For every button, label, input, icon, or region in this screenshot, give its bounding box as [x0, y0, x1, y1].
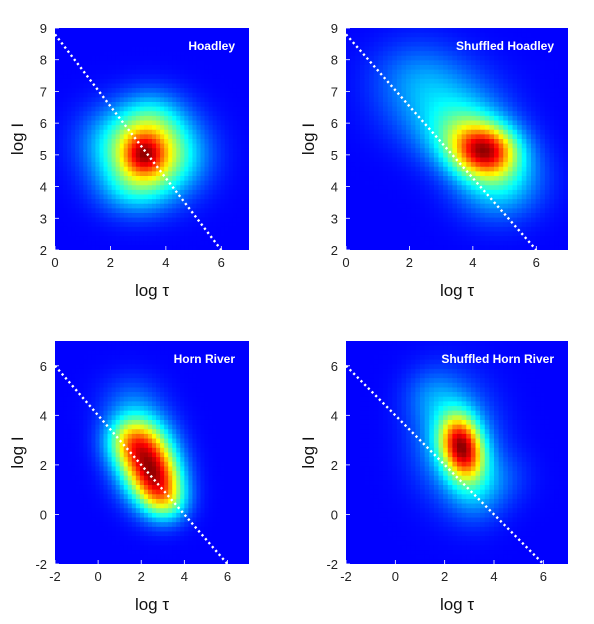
x-tick-label: 0 — [392, 569, 399, 584]
y-tick-label: 8 — [40, 53, 47, 68]
x-tick-label: 2 — [107, 255, 114, 270]
y-tick-label: 9 — [331, 21, 338, 36]
reference-line — [346, 33, 538, 250]
panel-3: Horn River -2 0 2 4 6 -2 0 2 4 6 log τ log I — [8, 341, 249, 614]
y-tick-label: 5 — [40, 148, 47, 163]
heatmap-cells — [55, 28, 249, 250]
y-tick-label: 4 — [40, 408, 47, 423]
reference-line — [55, 364, 229, 564]
y-tick-label: 4 — [40, 180, 47, 195]
x-tick-label: 2 — [406, 255, 413, 270]
heatmap-cells — [55, 341, 249, 564]
x-tick-label: 6 — [533, 255, 540, 270]
panel-title: Shuffled Hoadley — [456, 39, 554, 53]
x-tick-label: -2 — [49, 569, 61, 584]
y-tick-label: 8 — [331, 53, 338, 68]
x-tick-label: 4 — [162, 255, 169, 270]
y-tick-label: 6 — [331, 116, 338, 131]
y-tick-label: 0 — [331, 507, 338, 522]
x-tick-label: 4 — [490, 569, 497, 584]
x-tick-label: 0 — [51, 255, 58, 270]
x-tick-label: 0 — [94, 569, 101, 584]
y-tick-label: 2 — [331, 458, 338, 473]
y-tick-label: 3 — [40, 211, 47, 226]
y-tick-label: 6 — [40, 116, 47, 131]
heatmap-cells — [346, 341, 568, 564]
x-tick-label: 6 — [224, 569, 231, 584]
panel-title: Hoadley — [188, 39, 235, 53]
y-tick-label: 4 — [331, 408, 338, 423]
y-tick-label: -2 — [326, 557, 338, 572]
x-axis-label: log τ — [440, 595, 474, 614]
y-tick-label: 9 — [40, 21, 47, 36]
y-axis-label: log I — [299, 123, 318, 155]
y-tick-label: 3 — [331, 211, 338, 226]
y-tick-label: 2 — [40, 243, 47, 258]
y-tick-label: 2 — [331, 243, 338, 258]
x-tick-label: 4 — [181, 569, 188, 584]
panel-title: Shuffled Horn River — [441, 352, 554, 366]
y-tick-label: 2 — [40, 458, 47, 473]
panel-4: Shuffled Horn River -2 0 2 4 6 -2 0 2 4 6 log τ log … — [299, 341, 568, 614]
heatmap-cells — [346, 28, 568, 250]
y-tick-label: 5 — [331, 148, 338, 163]
x-tick-label: 2 — [441, 569, 448, 584]
y-axis-label: log I — [8, 436, 27, 468]
y-axis-label: log I — [8, 123, 27, 155]
y-axis-label: log I — [299, 436, 318, 468]
y-tick-label: -2 — [35, 557, 47, 572]
panel-title: Horn River — [174, 352, 236, 366]
x-axis-label: log τ — [135, 281, 169, 300]
y-tick-label: 7 — [40, 84, 47, 99]
y-tick-label: 7 — [331, 84, 338, 99]
x-tick-label: 6 — [540, 569, 547, 584]
x-tick-label: -2 — [340, 569, 352, 584]
y-tick-label: 6 — [40, 359, 47, 374]
x-axis-label: log τ — [135, 595, 169, 614]
x-tick-label: 0 — [342, 255, 349, 270]
y-tick-label: 4 — [331, 180, 338, 195]
x-tick-label: 4 — [469, 255, 476, 270]
y-tick-label: 6 — [331, 359, 338, 374]
y-tick-label: 0 — [40, 507, 47, 522]
reference-line — [55, 33, 223, 250]
x-tick-label: 2 — [138, 569, 145, 584]
x-axis-label: log τ — [440, 281, 474, 300]
x-tick-label: 6 — [218, 255, 225, 270]
